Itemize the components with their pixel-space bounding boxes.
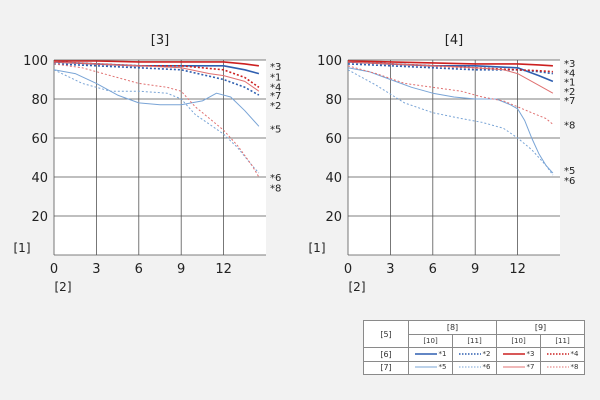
legend-entry: *5 [408, 360, 453, 375]
series-end-label: *3 [270, 62, 281, 73]
legend-sub-a2: [11] [452, 333, 497, 348]
y-axis-label: [1] [309, 241, 326, 255]
series-line-s2 [53, 63, 260, 96]
x-tick-label: 3 [386, 262, 394, 277]
legend-entry-label: *6 [482, 363, 491, 372]
series-end-label: *5 [564, 166, 575, 177]
y-tick-label: 60 [325, 132, 342, 147]
chart-panel-2: 20 40 60 80 100 0 3 6 9 12 *3*4*1*2*7 *8 *5*6 [4] [1] [… [309, 33, 576, 294]
legend-entry: *7 [496, 360, 541, 375]
legend-entry: *1 [408, 347, 453, 362]
legend-row-label-2: [7] [363, 360, 409, 375]
legend-entry-label: *1 [438, 349, 447, 358]
series-end-label: *7 [270, 91, 281, 102]
legend-row-label-1: [6] [363, 347, 409, 362]
legend-entry: *6 [452, 360, 497, 375]
x-tick-label: 9 [177, 262, 185, 277]
series-line-s8 [347, 65, 554, 125]
x-tick-label: 6 [135, 262, 143, 277]
legend-corner: [5] [363, 320, 409, 348]
legend-swatch [502, 352, 525, 355]
legend-swatch [414, 352, 437, 355]
chart-title: [3] [151, 33, 169, 48]
legend-swatch [502, 366, 525, 368]
legend-table: [5] [8] [9] [10] [11] [10] [11] [6] *1 *… [363, 320, 585, 375]
series-end-label: *5 [270, 124, 281, 135]
legend-group-b: [9] [496, 320, 585, 335]
legend-entry-label: *7 [526, 363, 535, 372]
legend-swatch [414, 366, 437, 368]
series-line-s7 [347, 61, 554, 94]
x-tick-label: 3 [92, 262, 100, 277]
legend-entry-label: *3 [526, 349, 535, 358]
chart-title: [4] [445, 33, 463, 48]
legend-group-a: [8] [408, 320, 497, 335]
x-axis-label: [2] [55, 280, 72, 294]
series-end-label: *1 [564, 77, 575, 88]
x-tick-label: 0 [344, 262, 352, 277]
legend-entry: *2 [452, 347, 497, 362]
x-axis-label: [2] [349, 280, 366, 294]
series-end-label: *1 [270, 73, 281, 84]
series-end-label: *8 [270, 184, 281, 195]
x-tick-label: 0 [50, 262, 58, 277]
series-end-label: *6 [270, 173, 281, 184]
series-end-label: *4 [270, 82, 281, 93]
legend-entry: *3 [496, 347, 541, 362]
legend-swatch [458, 366, 481, 368]
x-tick-label: 12 [509, 262, 526, 277]
x-tick-label: 12 [215, 262, 232, 277]
legend-entry-label: *2 [482, 349, 491, 358]
legend-entry-label: *5 [438, 363, 447, 372]
y-tick-label: 100 [317, 54, 342, 69]
y-tick-label: 40 [31, 171, 48, 186]
series-line-s8 [53, 63, 260, 178]
legend-entry: *8 [540, 360, 585, 375]
series-line-s3 [347, 60, 553, 67]
legend-entry-label: *8 [570, 363, 579, 372]
series-line-s6 [347, 69, 554, 176]
series-end-label: *6 [564, 176, 575, 187]
series-line-s5 [347, 67, 554, 174]
series-line-s3 [54, 60, 260, 67]
plot-area [348, 60, 560, 255]
series-end-label: *4 [564, 69, 575, 80]
series-line-s5 [53, 69, 260, 127]
y-axis-label: [1] [14, 241, 31, 255]
y-tick-label: 80 [325, 93, 342, 108]
legend-swatch [546, 352, 569, 355]
legend-entry-label: *4 [570, 349, 579, 358]
y-tick-label: 40 [325, 171, 342, 186]
y-tick-label: 20 [325, 210, 342, 225]
legend-sub-a1: [10] [408, 333, 453, 348]
legend-sub-b1: [10] [496, 333, 541, 348]
legend-swatch [546, 366, 569, 368]
y-tick-label: 60 [31, 132, 48, 147]
series-end-label: *8 [564, 120, 575, 131]
legend-entry: *4 [540, 347, 585, 362]
series-end-label: *2 [564, 87, 575, 98]
y-tick-label: 100 [23, 54, 48, 69]
legend-sub-b2: [11] [540, 333, 585, 348]
series-line-s4 [53, 61, 260, 88]
series-end-label: *2 [270, 101, 281, 112]
x-tick-label: 9 [471, 262, 479, 277]
series-line-s7 [53, 61, 260, 92]
chart-panel-1: 20 40 60 80 100 0 3 6 9 12 *3*1*4*7*2 *5 *6*8 [3] [1] [… [14, 33, 282, 294]
y-tick-label: 80 [31, 93, 48, 108]
legend-swatch [458, 352, 481, 355]
x-tick-label: 6 [429, 262, 437, 277]
plot-area [54, 60, 266, 255]
y-tick-label: 20 [31, 210, 48, 225]
series-end-label: *7 [564, 96, 575, 107]
series-end-label: *3 [564, 59, 575, 70]
